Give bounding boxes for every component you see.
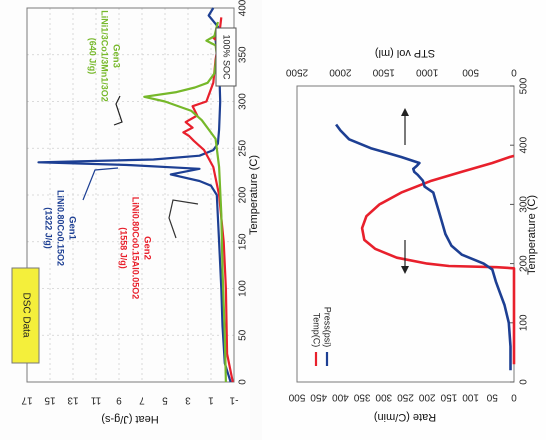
rate-axis-title: Rate (C/min)	[374, 411, 436, 423]
legend-label-temp: Temp(C)	[312, 313, 322, 348]
heat-tick-label: 17	[21, 394, 33, 405]
dsc-data-tag-box	[11, 267, 40, 364]
series-line-tempc	[360, 154, 516, 365]
gen2-annotation: (1558 J/g)	[119, 227, 129, 269]
heat-tick-label: 13	[67, 394, 79, 405]
soc-tag: 100% SOC	[222, 34, 232, 80]
heat-tick-label: 3	[185, 394, 191, 405]
rate-tick-label: 300	[375, 391, 392, 402]
gen2-leader-line	[168, 199, 199, 239]
gen3-annotation: (640 J/g)	[88, 38, 98, 75]
stp-vol-tick-label: 2000	[329, 66, 352, 77]
gen1-annotation: Gen1	[66, 216, 77, 240]
rate-tick-label: 350	[353, 391, 370, 402]
heat-tick-label: 11	[90, 394, 101, 405]
gen3-leader-line	[113, 95, 123, 126]
temperature-tick-label: 400	[238, 0, 249, 16]
heat-tick-label: 1	[208, 394, 214, 405]
plot-frame-top	[26, 7, 235, 383]
heat-tick-label: 7	[139, 394, 145, 405]
temperature-tick-label: 50	[238, 329, 249, 341]
series-line-presspsi	[335, 123, 512, 371]
stp-vol-tick-label: 1500	[372, 66, 395, 77]
temperature-tick-label: 100	[238, 280, 249, 297]
rate-tick-label: 200	[418, 391, 435, 402]
stp-vol-axis-title: STP vol (ml)	[375, 47, 435, 59]
temperature-tick-label: 0	[519, 379, 530, 385]
arrow-head-stp	[401, 108, 409, 116]
temperature-tick-label: 400	[519, 136, 530, 153]
plot-background-top	[0, 0, 250, 440]
temperature-tick-label: 0	[238, 379, 249, 385]
soc-tag-box	[215, 27, 237, 87]
plot-frame-bottom	[296, 85, 515, 383]
rate-tick-label: 0	[511, 391, 517, 402]
rate-tick-label: 450	[310, 391, 327, 402]
temperature-tick-label: 500	[519, 77, 530, 94]
temperature-tick-label: 200	[238, 186, 249, 203]
gen3-annotation: LiNi1/3Co1/3Mn1/3O2	[100, 10, 110, 102]
gen1-annotation: (1322 J/g)	[44, 207, 54, 249]
plot-background-bottom	[262, 0, 546, 440]
gen1-annotation: LiNi0.80Co0.15O2	[56, 190, 66, 266]
dsc-data-tag: DSC Data	[20, 292, 31, 337]
temperature-tick-label: 150	[238, 233, 249, 250]
stp-vol-tick-label: 500	[462, 66, 479, 77]
rate-tick-label: 250	[397, 391, 414, 402]
temperature-tick-label: 350	[238, 46, 249, 63]
arrow-head-temp	[401, 266, 409, 274]
stp-vol-tick-label: 2500	[285, 66, 308, 77]
stp-vol-tick-label: 1000	[416, 66, 439, 77]
temperature-axis-title: Temperature (C)	[248, 155, 260, 235]
gen1-leader-line	[82, 167, 119, 201]
temperature-axis-title: Temperature (C)	[526, 195, 538, 275]
rate-tick-label: 50	[486, 391, 498, 402]
temperature-tick-label: 300	[238, 93, 249, 110]
rate-tick-label: 100	[462, 391, 479, 402]
gen2-annotation: LiNi0.80Co0.15Al0.05O2	[131, 197, 141, 300]
temperature-tick-label: 100	[519, 314, 530, 331]
heat-tick-label: 5	[162, 394, 168, 405]
temperature-tick-label: 200	[519, 255, 530, 272]
rate-tick-label: 150	[440, 391, 457, 402]
gen2-annotation: Gen2	[141, 236, 152, 260]
stp-vol-tick-label: 0	[511, 66, 517, 77]
heat-axis-title: Heat (J/g-s)	[101, 413, 158, 425]
temperature-tick-label: 300	[519, 196, 530, 213]
heat-tick-label: -1	[229, 394, 238, 405]
gen3-annotation: Gen3	[110, 44, 121, 68]
rate-tick-label: 400	[332, 391, 349, 402]
heat-tick-label: 9	[116, 394, 122, 405]
legend-label-press: Press(psi)	[323, 307, 333, 348]
temperature-tick-label: 250	[238, 139, 249, 156]
rate-tick-label: 500	[288, 391, 305, 402]
heat-tick-label: 15	[44, 394, 56, 405]
